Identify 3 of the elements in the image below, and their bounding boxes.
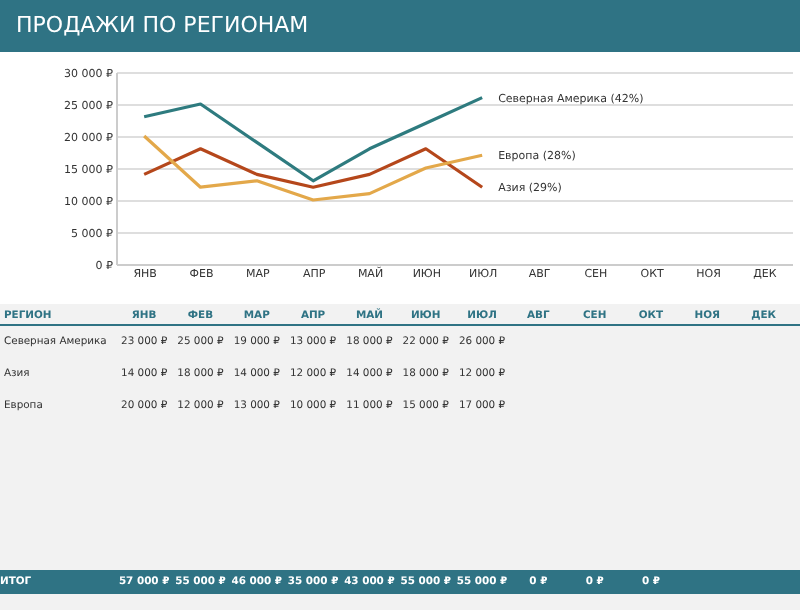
line-series [142, 96, 484, 183]
chart-title: ПРОДАЖИ ПО РЕГИОНАМ [0, 0, 800, 52]
line-series [142, 134, 484, 202]
